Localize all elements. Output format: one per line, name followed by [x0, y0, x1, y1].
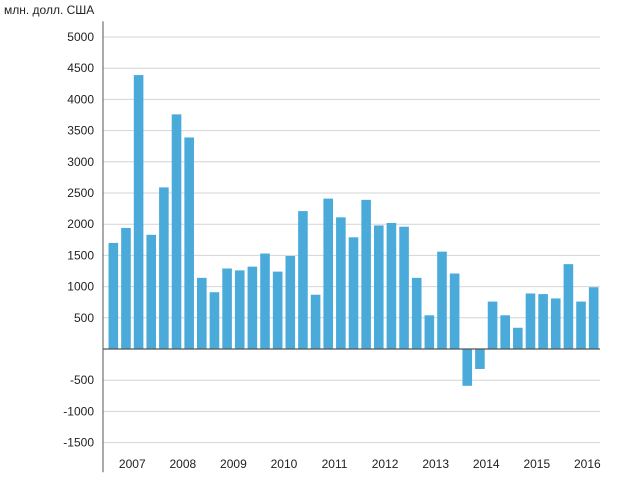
- bar: [133, 75, 144, 350]
- bar: [121, 227, 131, 349]
- bar: [348, 237, 359, 349]
- x-tick-label: 2009: [220, 457, 247, 471]
- x-tick-label: 2007: [119, 457, 146, 471]
- bar: [146, 234, 157, 349]
- y-tick-label: 4000: [67, 92, 94, 106]
- bar: [500, 315, 510, 349]
- bar: [184, 137, 194, 349]
- x-tick-label: 2011: [322, 457, 348, 471]
- x-tick-label: 2013: [422, 457, 449, 471]
- bar: [538, 294, 548, 349]
- x-tick-label: 2014: [473, 457, 500, 471]
- y-tick-label: 2000: [67, 217, 94, 231]
- bar: [222, 268, 232, 349]
- y-tick-label: 5000: [67, 30, 94, 44]
- bar: [424, 315, 435, 349]
- bar: [449, 273, 460, 349]
- bar: [310, 294, 321, 349]
- y-tick-label: 1000: [67, 280, 94, 294]
- y-tick-label: 2500: [67, 186, 94, 200]
- bar: [159, 187, 169, 349]
- y-axis-unit-label: млн. долл. США: [4, 3, 95, 17]
- bars: [108, 75, 599, 386]
- bar: [588, 287, 599, 349]
- bar: [234, 270, 245, 349]
- y-tick-label: -1000: [63, 404, 94, 418]
- bar: [550, 298, 561, 349]
- bar: [513, 327, 523, 349]
- bar: [336, 217, 346, 349]
- x-tick-label: 2010: [271, 457, 298, 471]
- bar: [437, 251, 447, 349]
- bar: [171, 114, 182, 349]
- bar: [487, 301, 498, 349]
- y-tick-label: -500: [70, 373, 94, 387]
- bar: [462, 349, 473, 386]
- bar: [247, 266, 258, 349]
- y-tick-label: -1500: [63, 436, 94, 450]
- bar: [373, 225, 384, 349]
- x-tick-label: 2012: [372, 457, 399, 471]
- bar: [386, 222, 397, 349]
- bar: [323, 198, 334, 349]
- bar: [475, 349, 485, 369]
- x-tick-label: 2008: [169, 457, 196, 471]
- x-tick-label: 2015: [523, 457, 550, 471]
- x-tick-label: 2016: [574, 457, 601, 471]
- bar: [272, 271, 283, 349]
- bar: [285, 256, 296, 349]
- y-tick-label: 4500: [67, 61, 94, 75]
- bar: [197, 277, 207, 349]
- y-tick-label: 500: [74, 311, 94, 325]
- bar: [563, 264, 574, 349]
- bar: [260, 253, 270, 349]
- tick-labels: 5000 4500 4000 3500 3000 2500 2000 1500 1000 500 -…: [63, 30, 601, 471]
- bar: [576, 301, 586, 349]
- bar: [108, 242, 119, 349]
- bar: [361, 199, 371, 349]
- y-tick-label: 1500: [67, 248, 94, 262]
- y-tick-label: 3000: [67, 155, 94, 169]
- axes: [102, 21, 600, 473]
- y-tick-label: 3500: [67, 124, 94, 138]
- bar: [411, 277, 422, 349]
- bar: [209, 292, 220, 349]
- bar: [298, 211, 308, 349]
- bar: [399, 226, 409, 349]
- bar: [525, 293, 536, 349]
